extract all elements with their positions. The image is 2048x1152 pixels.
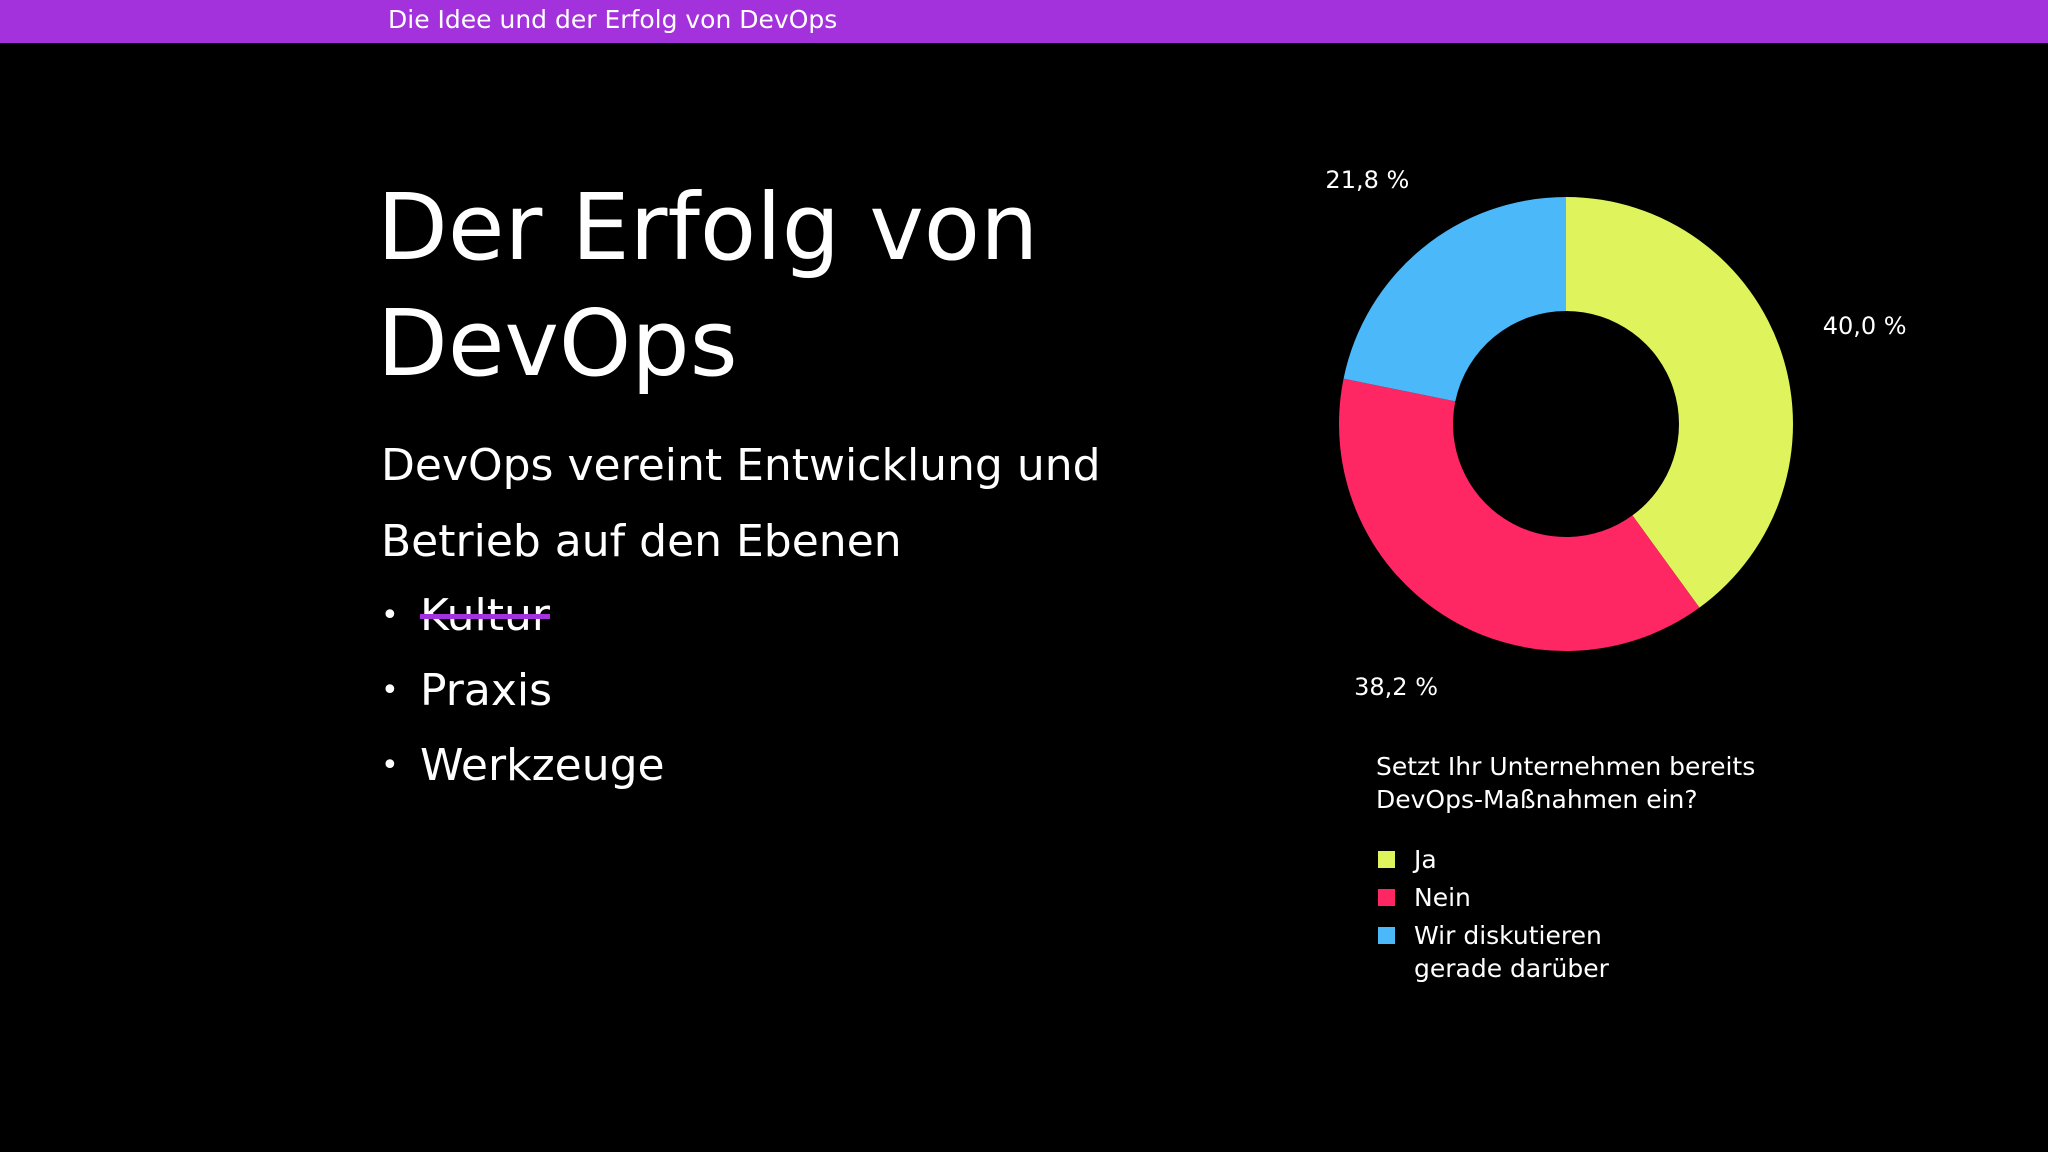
slide-title-line-1: Der Erfolg von [377, 174, 1039, 281]
legend-item-diskutieren: Wir diskutieren gerade darüber [1378, 919, 1674, 985]
header-bar: Die Idee und der Erfolg von DevOps [0, 0, 2048, 43]
subtitle-line-2: Betrieb auf den Ebenen [381, 516, 902, 567]
chart-question-line-1: Setzt Ihr Unternehmen bereits [1376, 752, 1756, 781]
legend-item-ja: Ja [1378, 843, 1674, 876]
bullet-dot-icon: • [381, 598, 399, 633]
slice-label-diskutieren: 21,8 % [1325, 166, 1409, 194]
legend-label-line-2: gerade darüber [1414, 954, 1609, 983]
bullet-dot-icon: • [381, 748, 399, 783]
legend-label: Nein [1414, 883, 1471, 912]
bullet-label: Praxis [420, 665, 552, 716]
bullet-item-praxis: • Praxis [381, 653, 665, 728]
subtitle-line-1: DevOps vereint Entwicklung und [381, 440, 1101, 491]
slice-nein [1339, 378, 1700, 651]
slice-label-ja: 40,0 % [1823, 312, 1907, 340]
donut-chart: 40,0 % 38,2 % 21,8 % [1325, 166, 1907, 701]
legend-label-line-1: Wir diskutieren [1414, 921, 1602, 950]
bullet-label: Werkzeuge [420, 740, 665, 791]
bullet-list: • Kultur • Praxis • Werkzeuge [381, 578, 665, 803]
bullet-item-werkzeuge: • Werkzeuge [381, 728, 665, 803]
legend-item-nein: Nein [1378, 881, 1674, 914]
slice-ja [1566, 197, 1793, 608]
bullet-item-kultur: • Kultur [381, 578, 665, 653]
legend-swatch [1378, 889, 1395, 906]
header-title: Die Idee und der Erfolg von DevOps [388, 5, 838, 34]
slice-label-nein: 38,2 % [1354, 673, 1438, 701]
chart-question-line-2: DevOps-Maßnahmen ein? [1376, 785, 1698, 814]
slide-title: Der Erfolg von DevOps [377, 170, 1177, 402]
legend-swatch [1378, 851, 1395, 868]
bullet-label: Kultur [420, 590, 551, 641]
bullet-dot-icon: • [381, 673, 399, 708]
legend-swatch [1378, 927, 1395, 944]
slide-subtitle: DevOps vereint Entwicklung und Betrieb a… [381, 428, 1181, 580]
slide-title-line-2: DevOps [377, 290, 738, 397]
legend-label: Ja [1414, 845, 1437, 874]
slice-diskutieren [1343, 197, 1566, 402]
chart-question: Setzt Ihr Unternehmen bereits DevOps-Maß… [1376, 750, 1796, 816]
chart-legend: Ja Nein Wir diskutieren gerade darüber [1378, 843, 1674, 990]
